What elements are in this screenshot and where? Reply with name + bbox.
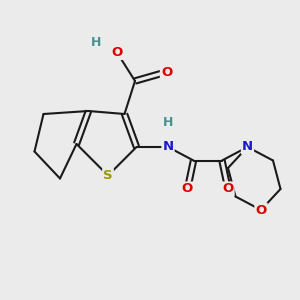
- Text: N: N: [162, 140, 174, 154]
- Text: O: O: [255, 203, 267, 217]
- Text: H: H: [163, 116, 173, 130]
- Text: O: O: [111, 46, 123, 59]
- Text: O: O: [182, 182, 193, 196]
- Text: H: H: [91, 35, 101, 49]
- Text: O: O: [161, 65, 172, 79]
- Text: O: O: [222, 182, 234, 196]
- Text: N: N: [242, 140, 253, 154]
- Text: S: S: [103, 169, 113, 182]
